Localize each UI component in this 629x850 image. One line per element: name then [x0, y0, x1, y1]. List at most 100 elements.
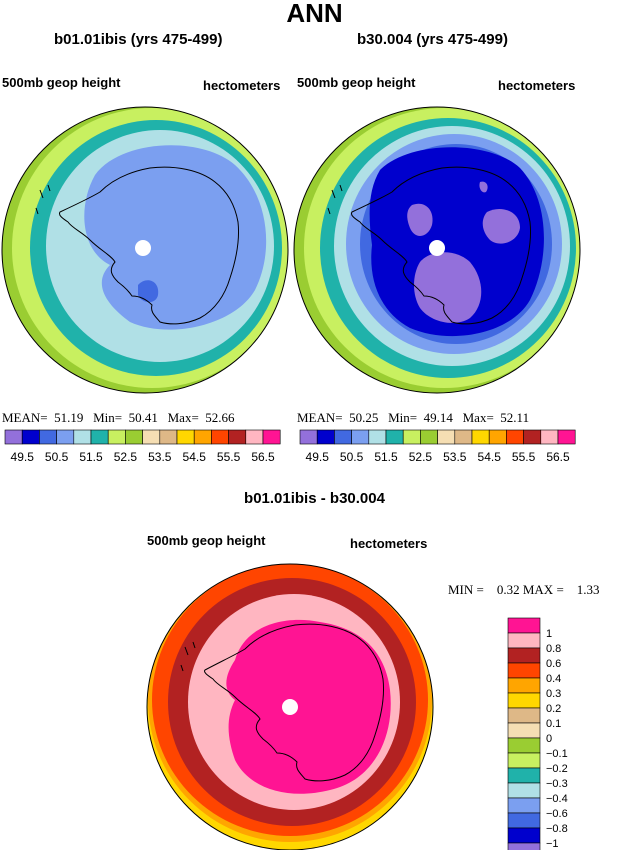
max-label: Max=	[462, 410, 494, 425]
page-title: ANN	[286, 0, 343, 28]
map-right-band-6	[369, 147, 544, 337]
colorbar-top-1-swatch-4	[368, 429, 387, 445]
min-label: Min=	[388, 410, 418, 425]
colorbar-top-0-swatch-11	[193, 429, 212, 445]
colorbar-top-0-swatch-9	[159, 429, 178, 445]
map-left-band-4	[84, 145, 267, 330]
map-left-pole	[135, 240, 151, 256]
map-diff-band-5	[226, 619, 391, 794]
colorbar-diff-label-5: 0.2	[546, 703, 561, 715]
map-left	[1, 106, 289, 394]
panel-right-stats: MEAN= 50.25 Min= 49.14 Max= 52.11	[297, 410, 529, 426]
colorbar-diff-label-9: −0.2	[546, 763, 568, 775]
min-value: 49.14	[423, 410, 453, 425]
map-right-coastline	[351, 166, 531, 325]
map-left-minimum	[138, 280, 159, 303]
colorbar-top-1-swatch-11	[488, 429, 507, 445]
colorbar-top-0-swatch-3	[56, 429, 75, 445]
colorbar-top-1-swatch-9	[454, 429, 473, 445]
map-right-minimum-b	[482, 208, 520, 244]
colorbar-diff-label-7: 0	[546, 733, 552, 745]
colorbar-diff-swatch-4	[507, 677, 541, 694]
colorbar-diff-label-13: −0.8	[546, 823, 568, 835]
colorbar-diff-swatch-6	[507, 707, 541, 724]
colorbar-diff-label-3: 0.4	[546, 673, 561, 685]
panel-diff-variable-label: 500mb geop height	[147, 533, 266, 548]
max-label: MAX =	[522, 582, 564, 597]
colorbar-top-1-swatch-13	[523, 429, 542, 445]
min-value: 0.32	[496, 582, 520, 597]
colorbar-diff-swatch-15	[507, 842, 541, 850]
map-right-pole	[429, 240, 445, 256]
colorbar-top-0-label-6: 55.5	[217, 450, 241, 464]
colorbar-top-0-swatch-0	[4, 429, 23, 445]
colorbar-diff-swatch-1	[507, 632, 541, 649]
colorbar-top-1-swatch-2	[334, 429, 352, 445]
colorbar-top-1-swatch-0	[299, 429, 318, 445]
colorbar-top-1-label-7: 56.5	[546, 450, 570, 464]
colorbar-diff-label-1: 0.8	[546, 643, 561, 655]
colorbar-diff: 1 0.8 0.6 0.4 0.3 0.2 0.1 0 −0.1 −0.2 −0.3 −0.4 −0.6…	[507, 617, 568, 850]
colorbar-diff-swatch-7	[507, 722, 541, 739]
colorbar-top-1-swatch-14	[540, 429, 559, 445]
colorbar-diff-swatch-12	[507, 797, 541, 814]
colorbar-diff-swatch-13	[507, 812, 541, 829]
map-right-coast-fragments	[327, 184, 343, 215]
colorbar-diff-label-14: −1	[546, 838, 559, 850]
map-right-minimum-a	[407, 203, 433, 236]
colorbar-top-1-swatch-5	[385, 429, 404, 445]
mean-label: MEAN=	[297, 410, 343, 425]
panel-diff-title: b01.01ibis - b30.004	[244, 490, 385, 507]
colorbar-top-1-label-0: 49.5	[306, 450, 330, 464]
mean-label: MEAN=	[2, 410, 48, 425]
colorbar-diff-swatch-10	[507, 767, 541, 784]
colorbar-diff-label-0: 1	[546, 628, 552, 640]
map-right	[293, 106, 581, 394]
colorbar-diff-swatch-5	[507, 692, 541, 709]
colorbar-top-1-swatch-7	[420, 429, 438, 445]
colorbar-top-0-swatch-8	[142, 429, 161, 445]
colorbar-top-0-label-1: 50.5	[45, 450, 69, 464]
map-diff	[146, 563, 434, 850]
panel-left-variable-label: 500mb geop height	[2, 75, 121, 90]
colorbar-top-1-swatch-6	[402, 429, 421, 445]
min-value: 50.41	[128, 410, 158, 425]
colorbar-top-0-label-2: 51.5	[79, 450, 103, 464]
max-value: 52.11	[500, 410, 530, 425]
colorbar-diff-swatch-2	[507, 647, 541, 664]
colorbar-diff-label-8: −0.1	[546, 748, 568, 760]
min-label: MIN =	[448, 582, 484, 597]
panel-right-units-label: hectometers	[498, 78, 576, 93]
colorbar-top-0-label-7: 56.5	[251, 450, 275, 464]
colorbar-top-0-swatch-14	[245, 429, 264, 445]
max-value: 52.66	[205, 410, 235, 425]
colorbar-top-0-swatch-5	[90, 429, 109, 445]
colorbar-diff-swatch-9	[507, 752, 541, 769]
map-diff-coastline	[204, 623, 384, 782]
colorbar-top-1-label-1: 50.5	[340, 450, 364, 464]
colorbar-diff-label-11: −0.4	[546, 793, 568, 805]
panel-right-title: b30.004 (yrs 475-499)	[357, 31, 508, 48]
colorbar-top-0-swatch-12	[211, 429, 229, 445]
map-right-minimum-d	[479, 181, 488, 193]
panel-left-units-label: hectometers	[203, 78, 281, 93]
colorbar-top-1-label-2: 51.5	[374, 450, 398, 464]
colorbar-top-1-swatch-10	[471, 429, 490, 445]
colorbar-diff-swatch-3	[507, 662, 541, 679]
colorbar-top-0-swatch-2	[39, 429, 57, 445]
map-diff-pole	[282, 699, 298, 715]
map-left-coast-fragments	[35, 184, 51, 215]
map-diff-coast-fragments	[180, 641, 196, 672]
colorbar-top-0-label-3: 52.5	[114, 450, 138, 464]
colorbar-diff-swatch-0	[507, 617, 541, 634]
colorbar-top-0-label-5: 54.5	[183, 450, 207, 464]
colorbar-top-1-swatch-3	[351, 429, 370, 445]
colorbar-diff-swatch-14	[507, 827, 541, 844]
colorbar-top-0-swatch-6	[107, 429, 126, 445]
colorbar-top-1-label-6: 55.5	[512, 450, 536, 464]
colorbar-top-0-label-4: 53.5	[148, 450, 172, 464]
colorbar-top-0-swatch-4	[73, 429, 92, 445]
colorbar-top-1-label-5: 54.5	[478, 450, 502, 464]
max-value: 1.33	[576, 582, 600, 597]
